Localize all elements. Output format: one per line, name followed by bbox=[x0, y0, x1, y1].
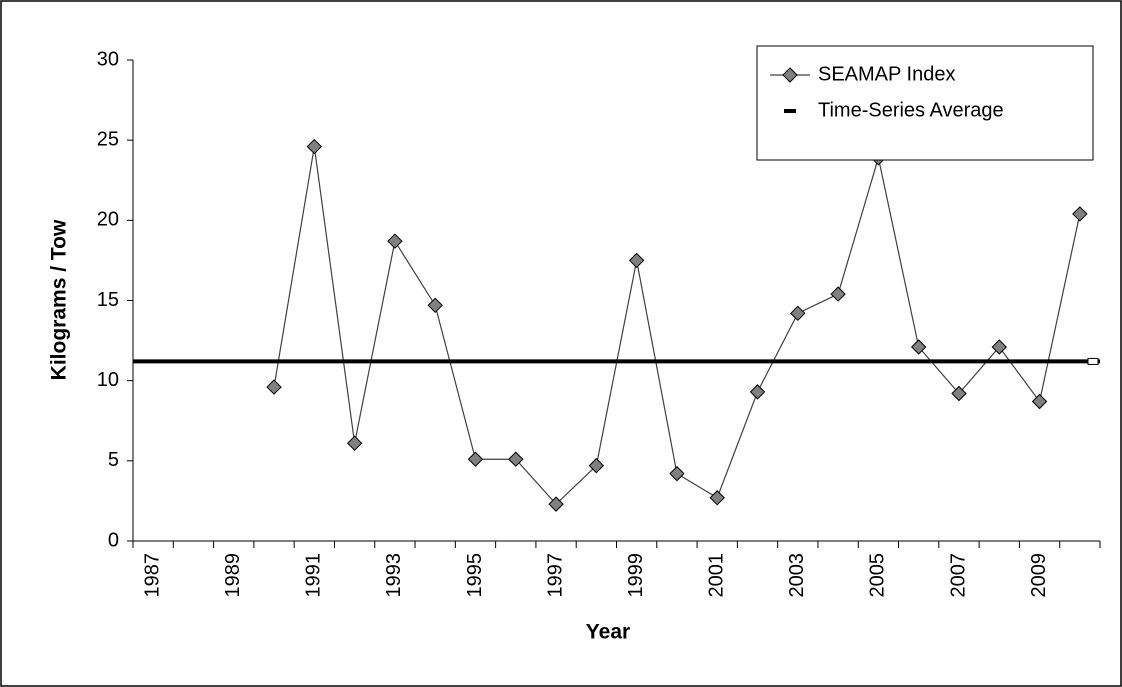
point bbox=[1072, 206, 1088, 222]
point bbox=[508, 451, 524, 467]
point bbox=[830, 286, 846, 302]
point bbox=[709, 490, 725, 506]
point bbox=[467, 451, 484, 467]
x-tick-label: 1989 bbox=[222, 553, 244, 598]
point bbox=[628, 252, 645, 269]
point bbox=[548, 496, 564, 512]
x-tick-label: 1997 bbox=[544, 553, 566, 598]
x-tick-label: 2001 bbox=[706, 553, 728, 598]
point bbox=[991, 339, 1007, 355]
x-tick-label: 1995 bbox=[464, 553, 486, 598]
point bbox=[910, 339, 927, 355]
x-tick-label: 1991 bbox=[303, 553, 325, 598]
y-tick-label: 0 bbox=[108, 529, 119, 551]
x-tick-label: 2005 bbox=[867, 553, 889, 598]
x-tick-label: 1993 bbox=[383, 553, 405, 598]
y-tick-label: 15 bbox=[97, 289, 119, 311]
point bbox=[951, 385, 967, 402]
point bbox=[266, 379, 282, 395]
point bbox=[790, 305, 806, 322]
x-axis-title: Year bbox=[586, 621, 630, 644]
y-tick-label: 25 bbox=[97, 128, 119, 150]
x-tick-label: 2007 bbox=[947, 553, 969, 598]
point bbox=[669, 465, 685, 482]
legend-marker bbox=[782, 67, 798, 83]
point bbox=[749, 384, 766, 400]
x-tick-label: 1999 bbox=[625, 553, 647, 598]
point bbox=[387, 233, 403, 249]
average-end-marker bbox=[1087, 357, 1099, 365]
y-tick-label: 5 bbox=[108, 449, 119, 471]
legend-label: Time-Series Average bbox=[818, 99, 1004, 121]
point bbox=[1031, 393, 1048, 410]
y-tick-label: 10 bbox=[97, 369, 119, 391]
legend-label: SEAMAP Index bbox=[818, 63, 955, 85]
point bbox=[588, 457, 605, 474]
x-tick-label: 2009 bbox=[1028, 553, 1050, 598]
point bbox=[427, 297, 443, 314]
point bbox=[346, 435, 363, 451]
y-axis-title: Kilograms / Tow bbox=[48, 219, 71, 380]
x-tick-label: 2003 bbox=[786, 553, 808, 598]
y-tick-label: 30 bbox=[97, 48, 119, 70]
point bbox=[306, 138, 323, 155]
x-tick-label: 1987 bbox=[141, 553, 163, 598]
y-tick-label: 20 bbox=[97, 209, 119, 231]
legend-box bbox=[756, 45, 1094, 161]
